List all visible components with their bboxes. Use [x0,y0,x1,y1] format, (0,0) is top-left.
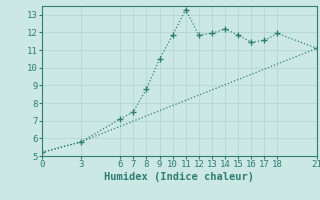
X-axis label: Humidex (Indice chaleur): Humidex (Indice chaleur) [104,172,254,182]
